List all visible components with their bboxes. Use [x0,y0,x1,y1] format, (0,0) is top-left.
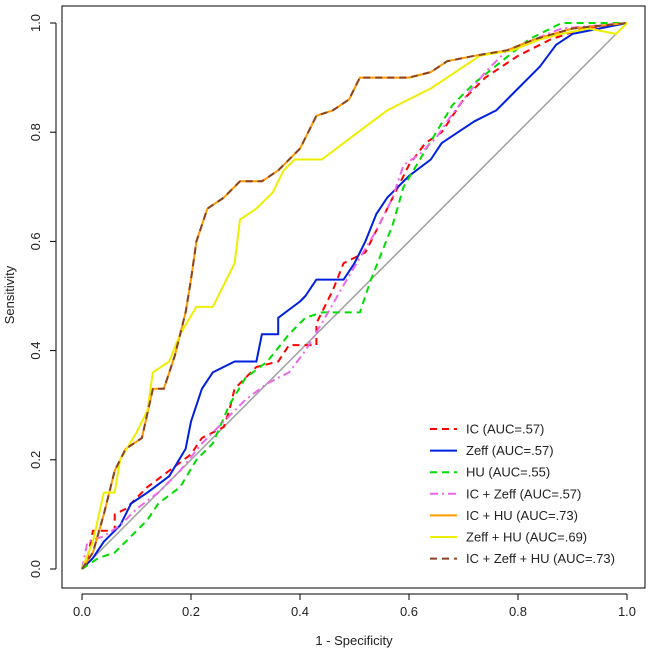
y-tick-label: 0.6 [28,232,43,250]
legend-label-7: IC + Zeff + HU (AUC=.73) [466,551,615,566]
legend-label-4: IC + Zeff (AUC=.57) [466,486,581,501]
x-tick-label: 0.4 [291,604,309,619]
x-tick-label: 0.8 [509,604,527,619]
x-tick-label: 0.6 [400,604,418,619]
y-tick-label: 0.2 [28,451,43,469]
series-line-7 [81,22,628,570]
series-layer [81,22,628,570]
x-axis-title: 1 - Specificity [315,633,393,648]
x-tick-label: 0.2 [182,604,200,619]
y-tick-label: 0.8 [28,123,43,141]
y-tick-label: 0.0 [28,560,43,578]
legend: IC (AUC=.57) Zeff (AUC=.57) HU (AUC=.55) IC… [430,422,615,566]
legend-label-1: IC (AUC=.57) [466,422,544,437]
series-line-1 [81,22,628,570]
y-axis-title: Sensitivity [2,265,17,324]
legend-label-5: IC + HU (AUC=.73) [466,508,578,523]
series-line-2 [81,22,628,570]
legend-label-2: Zeff (AUC=.57) [466,443,554,458]
series-line-3 [81,22,627,570]
plot-frame [61,5,646,589]
legend-label-3: HU (AUC=.55) [466,465,550,480]
x-axis: 0.0 0.2 0.4 0.6 0.8 1.0 [73,593,636,619]
x-tick-label: 0.0 [73,604,91,619]
series-line-6 [81,22,628,570]
plot-area [61,5,646,589]
y-axis: 0.0 0.2 0.4 0.6 0.8 1.0 [28,14,57,578]
x-tick-label: 1.0 [618,604,636,619]
y-tick-label: 0.4 [28,342,43,360]
reference-diagonal [81,22,628,570]
legend-label-6: Zeff + HU (AUC=.69) [466,530,587,545]
y-tick-label: 1.0 [28,14,43,32]
